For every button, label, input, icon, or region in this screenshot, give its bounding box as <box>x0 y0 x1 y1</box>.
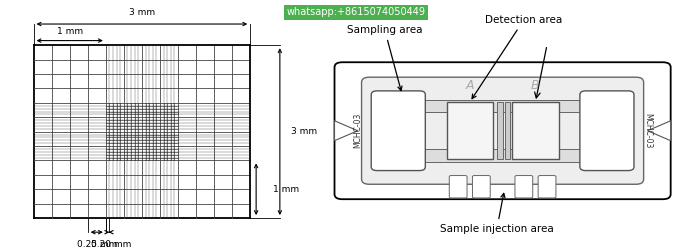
Text: B: B <box>531 79 540 92</box>
Text: Sampling area: Sampling area <box>347 25 422 91</box>
Text: A: A <box>466 79 474 92</box>
FancyBboxPatch shape <box>371 91 425 171</box>
Polygon shape <box>647 121 671 141</box>
Text: 1 mm: 1 mm <box>57 27 83 36</box>
Text: 0.25 mm: 0.25 mm <box>77 240 117 249</box>
FancyBboxPatch shape <box>420 100 586 112</box>
FancyBboxPatch shape <box>449 176 467 198</box>
FancyBboxPatch shape <box>420 149 586 162</box>
FancyBboxPatch shape <box>538 176 556 198</box>
Text: 3 mm: 3 mm <box>290 127 317 136</box>
Text: MCHC-03: MCHC-03 <box>643 113 652 148</box>
Bar <box>504 102 511 159</box>
Text: 0.20 mm: 0.20 mm <box>91 240 131 249</box>
Bar <box>512 102 559 159</box>
Text: Detection area: Detection area <box>472 15 562 99</box>
Bar <box>497 102 502 159</box>
Text: MCHC-03: MCHC-03 <box>353 113 362 148</box>
FancyBboxPatch shape <box>515 176 533 198</box>
Polygon shape <box>335 121 357 141</box>
FancyBboxPatch shape <box>335 62 671 199</box>
Bar <box>446 102 493 159</box>
Text: 3 mm: 3 mm <box>129 8 155 17</box>
Text: whatsapp:+8615074050449: whatsapp:+8615074050449 <box>286 7 425 17</box>
FancyBboxPatch shape <box>580 91 634 171</box>
FancyBboxPatch shape <box>362 77 644 184</box>
FancyBboxPatch shape <box>473 176 490 198</box>
Text: 1 mm: 1 mm <box>273 185 299 194</box>
Text: Sample injection area: Sample injection area <box>440 193 553 234</box>
